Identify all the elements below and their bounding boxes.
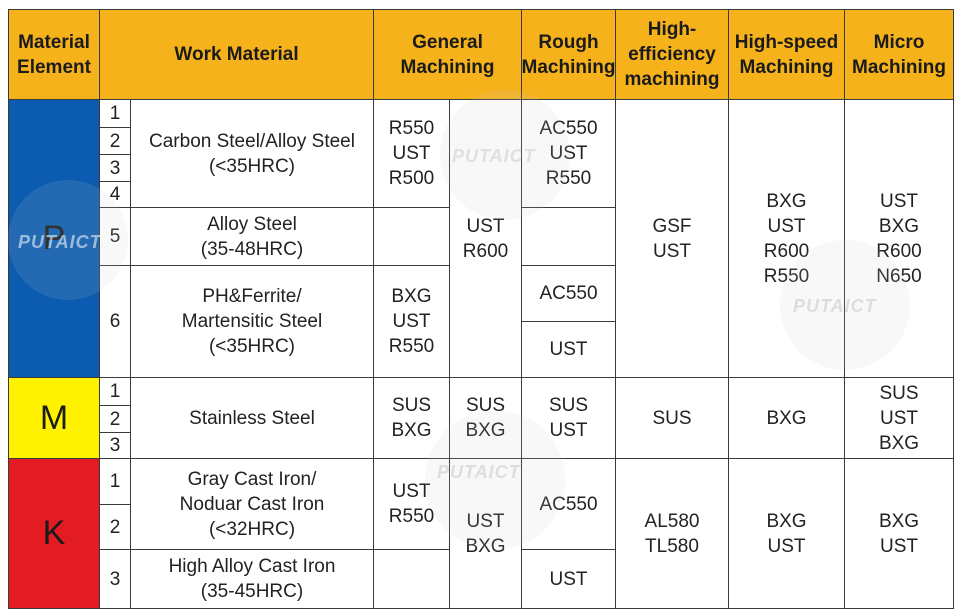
- work-high-alloy-cast-iron: High Alloy Cast Iron (35-45HRC): [130, 549, 374, 609]
- high-efficiency-m-cell: SUS: [615, 377, 729, 459]
- high-speed-p-cell: BXG UST R600 R550: [728, 99, 845, 378]
- micro-k-cell: BXG UST: [844, 458, 954, 609]
- general-k-cell-a: UST R550: [373, 458, 450, 550]
- row-number: 1: [99, 99, 131, 128]
- header-micro-machining: Micro Machining: [844, 9, 954, 100]
- rough-ph-cell-b: UST: [521, 321, 616, 378]
- group-p-cell: P: [8, 99, 100, 378]
- group-m-cell: M: [8, 377, 100, 459]
- general-p-shared-cell: UST R600: [449, 99, 522, 378]
- header-material-element: Material Element: [8, 9, 100, 100]
- rough-carbon-cell: AC550 UST R550: [521, 99, 616, 208]
- group-k-cell: K: [8, 458, 100, 609]
- row-number: 2: [99, 405, 131, 433]
- general-m-cell-a: SUS BXG: [373, 377, 450, 459]
- general-ph-cell: BXG UST R550: [373, 265, 450, 378]
- row-number: 3: [99, 154, 131, 182]
- general-alloy-cell: [373, 207, 450, 266]
- header-high-speed-machining: High-speed Machining: [728, 9, 845, 100]
- row-number: 3: [99, 432, 131, 459]
- work-gray-nodular-cast-iron: Gray Cast Iron/ Noduar Cast Iron (<32HRC…: [130, 458, 374, 550]
- row-number: 6: [99, 265, 131, 378]
- rough-ph-cell-a: AC550: [521, 265, 616, 322]
- micro-m-cell: SUS UST BXG: [844, 377, 954, 459]
- header-rough-machining: Rough Machining: [521, 9, 616, 100]
- general-carbon-cell: R550 UST R500: [373, 99, 450, 208]
- work-stainless-steel: Stainless Steel: [130, 377, 374, 459]
- header-work-material: Work Material: [99, 9, 374, 100]
- high-speed-m-cell: BXG: [728, 377, 845, 459]
- high-efficiency-p-cell: GSF UST: [615, 99, 729, 378]
- micro-p-cell: UST BXG R600 N650: [844, 99, 954, 378]
- row-number: 1: [99, 377, 131, 406]
- work-carbon-alloy-steel: Carbon Steel/Alloy Steel (<35HRC): [130, 99, 374, 208]
- header-high-efficiency-machining: High- efficiency machining: [615, 9, 729, 100]
- rough-k-cell-b: UST: [521, 549, 616, 609]
- rough-alloy-cell: [521, 207, 616, 266]
- row-number: 4: [99, 181, 131, 208]
- rough-m-cell: SUS UST: [521, 377, 616, 459]
- row-number: 3: [99, 549, 131, 609]
- high-efficiency-k-cell: AL580 TL580: [615, 458, 729, 609]
- rough-k-cell-a: AC550: [521, 458, 616, 550]
- general-m-cell-b: SUS BXG: [449, 377, 522, 459]
- header-general-machining: General Machining: [373, 9, 522, 100]
- row-number: 2: [99, 127, 131, 155]
- high-speed-k-cell: BXG UST: [728, 458, 845, 609]
- work-alloy-steel: Alloy Steel (35-48HRC): [130, 207, 374, 266]
- work-ph-ferrite-martensitic: PH&Ferrite/ Martensitic Steel (<35HRC): [130, 265, 374, 378]
- row-number: 1: [99, 458, 131, 505]
- row-number: 5: [99, 207, 131, 266]
- general-k-cell-b: UST BXG: [449, 458, 522, 609]
- general-high-alloy-cell: [373, 549, 450, 609]
- row-number: 2: [99, 504, 131, 550]
